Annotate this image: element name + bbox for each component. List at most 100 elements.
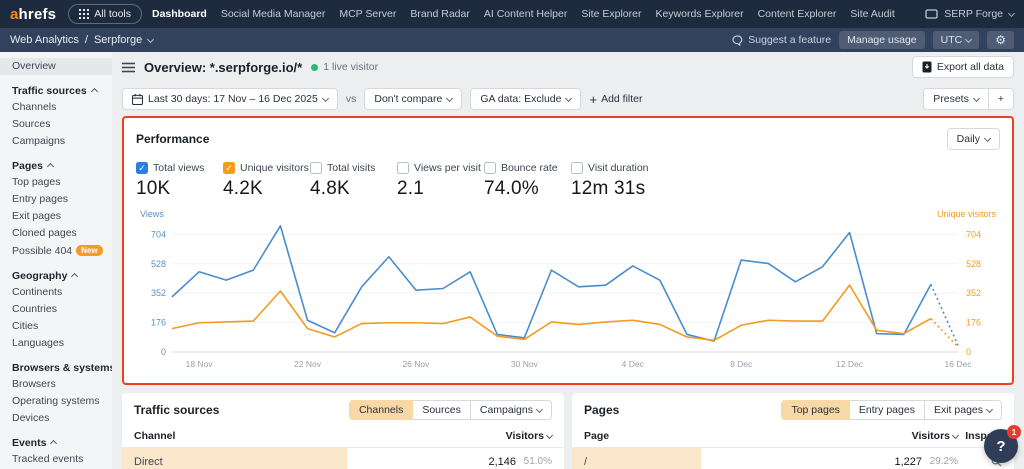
nav-item-mcp-server[interactable]: MCP Server: [339, 8, 397, 20]
section-label: Geography: [12, 270, 68, 282]
sidebar-item-browsers[interactable]: Browsers: [12, 378, 56, 390]
date-range-label: Last 30 days: 17 Nov – 16 Dec 2025: [148, 93, 318, 105]
tab-sources[interactable]: Sources: [413, 400, 471, 420]
workspace-switcher[interactable]: SERP Forge: [925, 8, 1016, 20]
table-row-[interactable]: / 1,227 29.2%: [572, 448, 1014, 469]
nav-item-social-media-manager[interactable]: Social Media Manager: [220, 8, 326, 20]
metric-bounce-rate: Bounce rate 74.0%: [484, 162, 571, 200]
sidebar-item-tracked-events[interactable]: Tracked events: [12, 453, 84, 465]
sidebar-section-geography[interactable]: Geography: [0, 268, 112, 284]
breadcrumb-root[interactable]: Web Analytics: [10, 34, 79, 46]
all-tools-button[interactable]: All tools: [68, 4, 142, 24]
sidebar-item-sources[interactable]: Sources: [12, 118, 51, 130]
sidebar-item-devices[interactable]: Devices: [12, 412, 50, 424]
suggest-feature-button[interactable]: Suggest a feature: [732, 34, 831, 46]
checkbox-views-per-visit[interactable]: [397, 162, 409, 174]
settings-button[interactable]: ⚙: [987, 31, 1014, 49]
checkbox-visit-duration[interactable]: [571, 162, 583, 174]
column-page[interactable]: Page: [584, 430, 610, 442]
ga-data-select[interactable]: GA data: Exclude: [470, 88, 582, 110]
tab-label: Sources: [422, 404, 461, 416]
gear-icon: ⚙: [995, 33, 1006, 47]
checkbox-bounce-rate[interactable]: [484, 162, 496, 174]
sidebar-item-operating-systems[interactable]: Operating systems: [12, 395, 100, 407]
new-preset-button[interactable]: +: [988, 88, 1014, 110]
nav-item-ai-content-helper[interactable]: AI Content Helper: [483, 8, 568, 20]
question-mark-icon: ?: [996, 437, 1006, 455]
column-channel[interactable]: Channel: [134, 430, 176, 442]
metric-unique-visitors: ✓ Unique visitors 4.2K: [223, 162, 310, 200]
sidebar-section-browsers-systems[interactable]: Browsers & systems: [0, 360, 112, 376]
breadcrumb-current[interactable]: Serpforge: [93, 34, 143, 46]
svg-text:4 Dec: 4 Dec: [622, 359, 645, 369]
checkbox-total-visits[interactable]: [310, 162, 322, 174]
chevron-down-icon: [985, 405, 994, 413]
tab-label: Top pages: [791, 404, 840, 416]
logo-accent: a: [10, 5, 19, 23]
nav-item-brand-radar[interactable]: Brand Radar: [410, 8, 470, 20]
sidebar-item-channels[interactable]: Channels: [12, 101, 57, 113]
presets-button[interactable]: Presets: [923, 88, 989, 110]
nav-item-site-audit[interactable]: Site Audit: [850, 8, 895, 20]
tab-exit-pages[interactable]: Exit pages: [924, 400, 1002, 420]
breadcrumb[interactable]: Web Analytics / Serpforge: [10, 34, 724, 46]
nav-item-dashboard[interactable]: Dashboard: [152, 8, 207, 20]
tab-top-pages[interactable]: Top pages: [781, 400, 850, 420]
workspace-label: SERP Forge: [944, 8, 1003, 20]
performance-chart-svg: 0 0 176 176 352 352 528 528 704 704 Views Unique vi…: [140, 209, 996, 369]
svg-text:176: 176: [151, 318, 166, 328]
ahrefs-logo[interactable]: ahrefs: [10, 6, 56, 23]
top-nav: ahrefs All tools Dashboard Social Media M…: [0, 0, 1024, 28]
sidebar-item-languages[interactable]: Languages: [12, 337, 64, 349]
interval-select[interactable]: Daily: [946, 128, 1000, 150]
tab-channels[interactable]: Channels: [348, 400, 414, 420]
compare-select[interactable]: Don't compare: [364, 88, 463, 110]
sidebar-item-possible-404[interactable]: Possible 404 New: [0, 242, 112, 260]
date-range-picker[interactable]: Last 30 days: 17 Nov – 16 Dec 2025: [122, 88, 338, 110]
svg-text:176: 176: [966, 318, 981, 328]
traffic-sources-panel: Traffic sources Channels Sources Campaigns…: [122, 393, 564, 469]
column-visitors[interactable]: Visitors: [506, 430, 554, 442]
nav-item-site-explorer[interactable]: Site Explorer: [581, 8, 642, 20]
checkbox-unique-visitors[interactable]: ✓: [223, 162, 235, 174]
sidebar-item-continents[interactable]: Continents: [12, 286, 63, 298]
pages-title: Pages: [584, 403, 620, 417]
metrics-row: ✓ Total views 10K ✓ Unique visitors 4.2K Total…: [136, 162, 1000, 200]
sidebar-item-cities[interactable]: Cities: [12, 320, 39, 332]
hamburger-menu-icon[interactable]: [122, 62, 135, 73]
table-row-direct[interactable]: Direct 2,146 51.0%: [122, 448, 564, 469]
sidebar-item-countries[interactable]: Countries: [12, 303, 57, 315]
column-visitors[interactable]: Visitors: [912, 430, 960, 442]
live-visitor-indicator: 1 live visitor: [311, 61, 378, 73]
metric-value: 4.8K: [310, 178, 350, 199]
presets-group: Presets +: [923, 88, 1014, 110]
export-all-data-button[interactable]: Export all data: [911, 56, 1014, 78]
manage-usage-button[interactable]: Manage usage: [839, 31, 925, 49]
sidebar-item-campaigns[interactable]: Campaigns: [12, 135, 66, 147]
interval-label: Daily: [956, 133, 980, 145]
tab-label: Campaigns: [479, 404, 533, 416]
value-bar: [572, 448, 702, 469]
new-badge: New: [76, 245, 103, 256]
sidebar-item-overview[interactable]: Overview: [0, 58, 112, 75]
sidebar-item-exit-pages[interactable]: Exit pages: [12, 210, 62, 222]
row-label[interactable]: /: [584, 455, 588, 468]
chevron-down-icon: [446, 94, 454, 102]
sidebar-item-top-pages[interactable]: Top pages: [12, 176, 61, 188]
row-label[interactable]: Direct: [134, 455, 163, 468]
sidebar-section-events[interactable]: Events: [0, 435, 112, 451]
tab-label: Exit pages: [933, 404, 983, 416]
sidebar-section-traffic-sources[interactable]: Traffic sources: [0, 83, 112, 99]
svg-text:30 Nov: 30 Nov: [511, 359, 539, 369]
nav-item-keywords-explorer[interactable]: Keywords Explorer: [655, 8, 744, 20]
tab-entry-pages[interactable]: Entry pages: [849, 400, 925, 420]
add-filter-button[interactable]: + Add filter: [589, 92, 642, 107]
checkbox-total-views[interactable]: ✓: [136, 162, 148, 174]
sidebar-item-entry-pages[interactable]: Entry pages: [12, 193, 69, 205]
help-button[interactable]: ? 1: [984, 425, 1021, 463]
tab-campaigns[interactable]: Campaigns: [470, 400, 552, 420]
nav-item-content-explorer[interactable]: Content Explorer: [757, 8, 837, 20]
sidebar-item-cloned-pages[interactable]: Cloned pages: [12, 227, 77, 239]
sidebar-section-pages[interactable]: Pages: [0, 158, 112, 174]
timezone-select[interactable]: UTC: [932, 31, 980, 49]
